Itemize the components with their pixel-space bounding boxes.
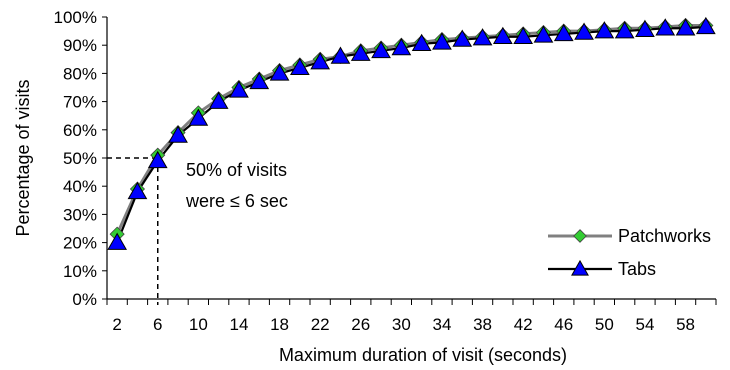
data-point-tabs <box>107 232 128 250</box>
y-tick-label: 70% <box>63 93 97 112</box>
series-group <box>107 16 716 250</box>
data-point-tabs <box>350 43 371 61</box>
data-point-tabs <box>513 26 534 44</box>
data-point-tabs <box>675 18 696 36</box>
data-point-tabs <box>168 125 188 143</box>
data-point-tabs <box>492 26 513 44</box>
data-point-tabs <box>229 80 249 98</box>
legend-marker-patchworks <box>573 229 587 243</box>
data-point-tabs <box>655 18 676 36</box>
data-point-tabs <box>411 33 432 52</box>
x-tick-label: 50 <box>595 315 614 334</box>
y-tick-label: 10% <box>63 262 97 281</box>
data-point-tabs <box>452 29 473 47</box>
y-tick-label: 100% <box>54 8 97 27</box>
data-point-tabs <box>208 91 229 109</box>
legend: Patchworks Tabs <box>548 226 711 279</box>
x-tick-label: 58 <box>676 315 695 334</box>
y-tick-label: 80% <box>63 64 97 83</box>
y-tick-label: 40% <box>63 177 97 196</box>
data-point-tabs <box>553 23 574 42</box>
x-tick-label: 22 <box>311 315 330 334</box>
x-tick-label: 18 <box>270 315 289 334</box>
x-tick-label: 14 <box>229 315 248 334</box>
data-point-tabs <box>249 71 270 90</box>
y-tick-label: 90% <box>63 36 97 55</box>
x-tick-label: 54 <box>635 315 654 334</box>
x-tick-label: 38 <box>473 315 492 334</box>
legend-label-patchworks: Patchworks <box>618 226 711 246</box>
data-point-tabs <box>269 63 290 81</box>
data-point-tabs <box>574 22 594 40</box>
x-tick-label: 10 <box>189 315 208 334</box>
x-tick-label: 26 <box>351 315 370 334</box>
legend-label-tabs: Tabs <box>618 259 656 279</box>
axes <box>106 17 716 300</box>
reference-lines <box>107 157 159 305</box>
data-point-tabs <box>147 150 168 169</box>
annotation-line-2: were ≤ 6 sec <box>185 191 288 211</box>
x-tick-label: 34 <box>432 315 451 334</box>
x-axis-title: Maximum duration of visit (seconds) <box>279 345 567 365</box>
y-tick-label: 0% <box>72 290 97 309</box>
data-point-tabs <box>594 21 615 39</box>
y-tick-label: 30% <box>63 205 97 224</box>
data-point-tabs <box>371 40 391 59</box>
y-tick-label: 60% <box>63 121 97 140</box>
data-point-tabs <box>310 52 331 70</box>
data-point-tabs <box>330 46 351 64</box>
data-point-tabs <box>614 21 635 39</box>
y-axis-title: Percentage of visits <box>13 79 33 236</box>
data-point-tabs <box>391 38 412 56</box>
legend-marker-tabs <box>571 259 589 276</box>
data-point-tabs <box>695 16 716 35</box>
data-point-tabs <box>533 25 554 43</box>
data-point-tabs <box>635 19 655 37</box>
data-point-tabs <box>472 28 493 46</box>
y-tick-labels: 0% 10% 20% 30% 40% 50% 60% 70% 80% 90% 100% <box>54 8 107 309</box>
x-tick-labels: 2 6 10 14 18 22 26 30 34 38 42 46 50 54 58 <box>106 299 717 334</box>
y-tick-label: 20% <box>63 234 97 253</box>
x-tick-label: 6 <box>153 315 162 334</box>
x-tick-label: 46 <box>554 315 573 334</box>
data-point-tabs <box>127 181 148 200</box>
x-tick-label: 2 <box>112 315 121 334</box>
data-point-tabs <box>432 32 452 50</box>
y-tick-label: 50% <box>63 149 97 168</box>
x-tick-label: 30 <box>392 315 411 334</box>
data-point-tabs <box>188 108 209 126</box>
data-point-tabs <box>289 57 310 76</box>
x-tick-label: 42 <box>514 315 533 334</box>
annotation-line-1: 50% of visits <box>186 160 287 180</box>
